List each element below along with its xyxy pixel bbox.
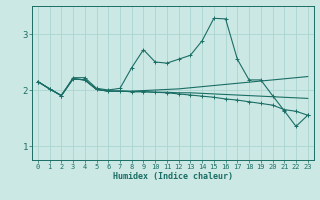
X-axis label: Humidex (Indice chaleur): Humidex (Indice chaleur) [113, 172, 233, 181]
